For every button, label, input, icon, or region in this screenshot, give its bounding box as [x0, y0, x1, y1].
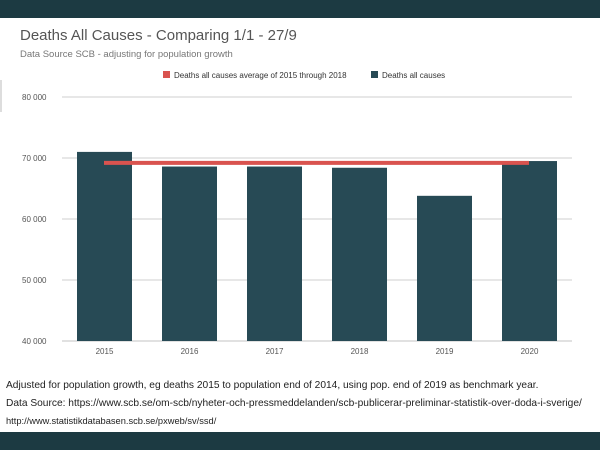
chart-subtitle: Data Source SCB - adjusting for populati… [20, 49, 233, 60]
grid [62, 96, 572, 342]
y-tick-label: 50 000 [22, 276, 47, 285]
chart-title: Deaths All Causes - Comparing 1/1 - 27/9 [20, 27, 297, 44]
x-tick-label: 2018 [351, 347, 369, 356]
bar-2015 [77, 151, 132, 341]
x-tick-label: 2020 [521, 347, 539, 356]
y-tick-label: 80 000 [22, 93, 47, 102]
bottom-frame-bar [0, 432, 600, 450]
top-frame-bar [0, 0, 600, 18]
chart: Deaths all causes average of 2015 throug… [22, 71, 572, 356]
y-axis-ticks: 40 000 50 000 60 000 70 000 80 000 [22, 93, 47, 346]
legend-swatch-deaths [371, 71, 378, 78]
x-tick-label: 2017 [266, 347, 284, 356]
y-tick-label: 70 000 [22, 154, 47, 163]
bar-2017 [247, 166, 302, 341]
legend-label-deaths: Deaths all causes [382, 71, 445, 80]
footnote-data-source: Data Source: https://www.scb.se/om-scb/n… [6, 398, 582, 409]
legend-label-average: Deaths all causes average of 2015 throug… [174, 71, 347, 80]
footnote-database-link: http://www.statistikdatabasen.scb.se/pxw… [6, 416, 217, 426]
footnote-adjustment: Adjusted for population growth, eg death… [6, 380, 539, 391]
bar-2018 [332, 167, 387, 341]
legend-swatch-average [163, 71, 170, 78]
bar-2016 [162, 166, 217, 341]
x-axis-ticks: 2015 2016 2017 2018 2019 2020 [96, 347, 539, 356]
bar-2020 [502, 161, 557, 341]
y-tick-label: 40 000 [22, 337, 47, 346]
y-tick-label: 60 000 [22, 215, 47, 224]
bar-2019 [417, 195, 472, 341]
x-tick-label: 2016 [181, 347, 199, 356]
edge-mark [0, 80, 2, 112]
legend: Deaths all causes average of 2015 throug… [163, 71, 445, 80]
bars [77, 151, 557, 341]
x-tick-label: 2019 [436, 347, 454, 356]
x-tick-label: 2015 [96, 347, 114, 356]
